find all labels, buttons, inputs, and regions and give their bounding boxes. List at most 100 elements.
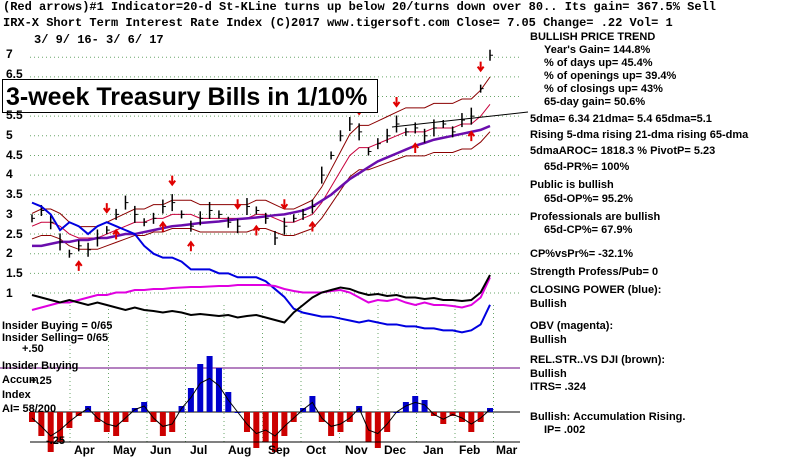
y-tick-5-5: 5.5 bbox=[6, 108, 23, 122]
accum-bar-17 bbox=[187, 388, 194, 412]
y-tick-1: 1 bbox=[6, 286, 13, 300]
ai-label: AI= 58/200 bbox=[2, 403, 57, 415]
professionals-status: Professionals are bullish bbox=[530, 211, 661, 223]
accum-bar-1 bbox=[38, 412, 45, 436]
plus50-label: +.50 bbox=[22, 343, 44, 355]
dma-values: 5dma= 6.34 21dma= 5.4 65dma=5.1 bbox=[530, 113, 712, 125]
sell-arrow-0 bbox=[102, 203, 111, 214]
upper-band bbox=[31, 76, 491, 228]
buy-arrow-4 bbox=[252, 224, 261, 236]
accum-smooth-line bbox=[31, 377, 491, 437]
month-apr: Apr bbox=[74, 443, 95, 457]
month-aug: Aug bbox=[228, 443, 252, 457]
accum-bar-48 bbox=[477, 412, 484, 422]
obv-title: OBV (magenta): bbox=[530, 320, 614, 332]
accum-bar-10 bbox=[122, 412, 129, 422]
y-tick-1-5: 1.5 bbox=[6, 266, 23, 280]
accum-bar-23 bbox=[243, 412, 250, 432]
accum-bar-18 bbox=[197, 364, 204, 412]
cp-65d: 65d-CP%= 67.9% bbox=[544, 224, 633, 236]
buy-arrow-1 bbox=[112, 228, 120, 240]
insider-buying-label-2: Insider Buying bbox=[2, 360, 79, 372]
month-may: May bbox=[113, 443, 137, 457]
pivot-line bbox=[391, 111, 529, 128]
y-tick-2: 2 bbox=[6, 246, 13, 260]
accum-bar-2 bbox=[47, 412, 54, 452]
sell-arrow-6 bbox=[476, 61, 485, 73]
obv-line bbox=[31, 277, 491, 311]
days-up: % of days up= 45.4% bbox=[544, 57, 653, 69]
accum-bar-0 bbox=[29, 412, 35, 422]
accum-bar-38 bbox=[384, 412, 391, 432]
date-range: 3/ 9/ 16- 3/ 6/ 17 bbox=[34, 33, 164, 47]
accum-bar-4 bbox=[66, 412, 73, 428]
accum-bar-30 bbox=[309, 396, 316, 412]
ma-65-line bbox=[32, 124, 491, 248]
accum-bar-7 bbox=[94, 412, 101, 422]
insider-buying-label: Insider Buying = 0/65 bbox=[2, 320, 113, 332]
accum-bar-28 bbox=[290, 412, 297, 422]
rising-dma: Rising 5-dma rising 21-dma rising 65-dma bbox=[530, 129, 749, 141]
accum-bar-25 bbox=[262, 412, 269, 442]
closing-power-title: CLOSING POWER (blue): bbox=[530, 284, 662, 296]
itrs-value: ITRS= .324 bbox=[530, 381, 586, 393]
closings-up: % of closings up= 43% bbox=[544, 83, 663, 95]
buy-arrow-0 bbox=[74, 260, 83, 271]
relstr-line bbox=[31, 274, 491, 324]
y-tick-3: 3 bbox=[6, 207, 13, 221]
accum-bar-13 bbox=[150, 412, 157, 422]
accum-bar-47 bbox=[468, 412, 475, 432]
ip-value: IP= .002 bbox=[544, 424, 586, 436]
buy-arrow-3 bbox=[187, 240, 195, 252]
accum-bar-12 bbox=[141, 402, 148, 412]
symbol-header: IRX-X Short Term Interest Rate Index (C)… bbox=[3, 16, 673, 30]
month-mar: Mar bbox=[496, 443, 518, 457]
y-tick-7: 7 bbox=[6, 47, 13, 61]
accum-bar-33 bbox=[337, 412, 344, 432]
aroc-pivot: 5dmaAROC= 1818.3 % PivotP= 5.23 bbox=[530, 145, 716, 157]
ma-21-line bbox=[31, 104, 491, 239]
relstr-value: Bullish bbox=[530, 368, 567, 380]
lower-band bbox=[31, 131, 491, 250]
public-status: Public is bullish bbox=[530, 179, 614, 191]
month-jan: Jan bbox=[423, 443, 444, 457]
accum-bar-19 bbox=[206, 356, 213, 412]
buy-arrow-5 bbox=[308, 220, 317, 232]
accum-bar-40 bbox=[402, 402, 409, 412]
y-tick-4: 4 bbox=[6, 167, 13, 181]
buy-arrow-6 bbox=[411, 142, 420, 153]
closing-power-value: Bullish bbox=[530, 298, 567, 310]
month-nov: Nov bbox=[345, 443, 368, 457]
accum-label: Accum bbox=[2, 374, 39, 386]
accum-bar-37 bbox=[374, 412, 381, 448]
accum-bar-32 bbox=[328, 412, 335, 436]
y-tick-5: 5 bbox=[6, 128, 13, 142]
month-jul: Jul bbox=[190, 443, 208, 457]
month-dec: Dec bbox=[384, 443, 407, 457]
accum-bar-15 bbox=[169, 412, 176, 432]
accum-bar-31 bbox=[318, 412, 325, 422]
accum-bar-9 bbox=[113, 412, 120, 436]
y-tick-4-5: 4.5 bbox=[6, 148, 23, 162]
month-feb: Feb bbox=[459, 443, 481, 457]
gain-65-day: 65-day gain= 50.6% bbox=[544, 96, 646, 108]
accumulation-status: Bullish: Accumulation Rising. bbox=[530, 411, 686, 423]
accum-bar-41 bbox=[412, 396, 419, 412]
sell-arrow-1 bbox=[168, 175, 177, 187]
sell-arrow-3 bbox=[280, 199, 289, 210]
accum-bar-34 bbox=[346, 412, 353, 422]
obv-value: Bullish bbox=[530, 334, 567, 346]
accum-bar-21 bbox=[225, 392, 232, 412]
accum-bar-3 bbox=[57, 412, 64, 442]
plus25-label: +.25 bbox=[30, 375, 52, 387]
accum-bar-8 bbox=[103, 412, 110, 432]
y-tick-3-5: 3.5 bbox=[6, 187, 23, 201]
years-gain: Year's Gain= 144.8% bbox=[544, 44, 651, 56]
sell-arrow-2 bbox=[233, 199, 242, 210]
accum-bar-27 bbox=[281, 412, 288, 436]
trend-title: BULLISH PRICE TREND bbox=[530, 31, 656, 43]
buy-arrow-7 bbox=[467, 130, 476, 142]
accum-bar-14 bbox=[159, 412, 166, 436]
accum-bar-46 bbox=[458, 412, 465, 422]
